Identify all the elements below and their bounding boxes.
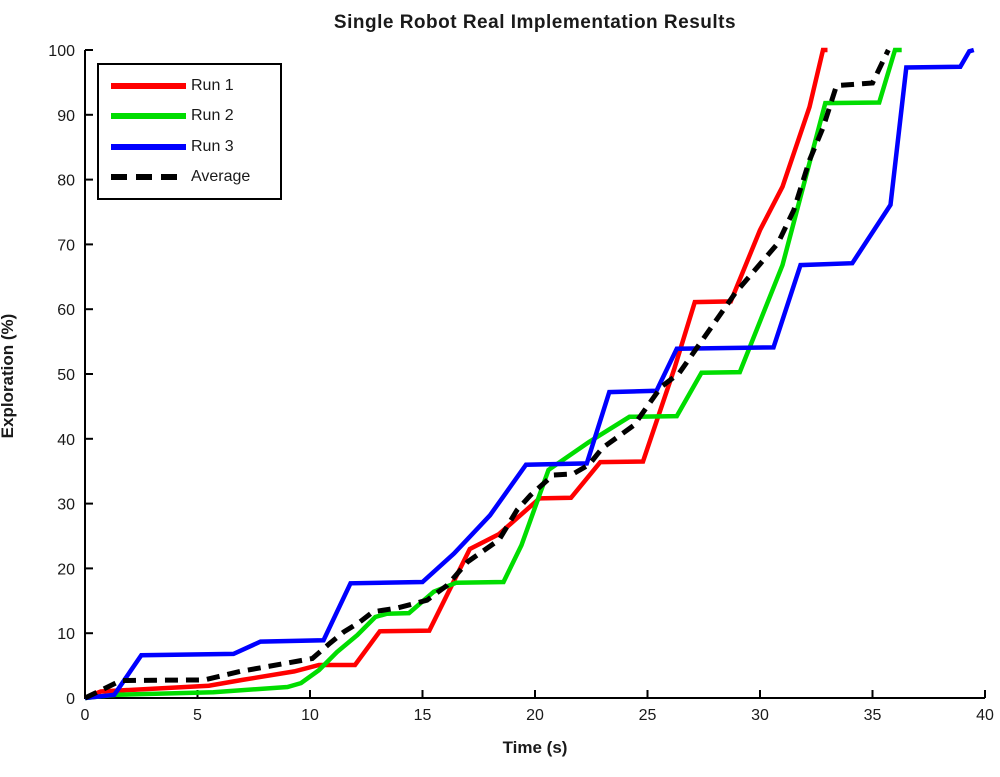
legend-item-average: Average: [111, 164, 280, 190]
legend-label: Run 2: [191, 107, 234, 125]
y-tick-label: 10: [57, 626, 75, 643]
y-tick-label: 0: [66, 691, 75, 708]
y-tick-label: 90: [57, 108, 75, 125]
legend-label: Run 1: [191, 77, 234, 95]
y-tick-label: 100: [48, 43, 75, 60]
legend-label: Run 3: [191, 137, 234, 155]
series-line-run-2: [84, 47, 902, 701]
y-tick-label: 70: [57, 237, 75, 254]
legend: Run 1 Run 2 Run 3 Average: [97, 63, 282, 200]
y-tick-label: 50: [57, 367, 75, 384]
y-tick-label: 20: [57, 561, 75, 578]
legend-sample-line: [111, 83, 186, 90]
x-tick-label: 40: [976, 707, 994, 724]
series-line-average: [83, 48, 891, 701]
legend-item-run-2: Run 2: [111, 103, 280, 129]
legend-sample-dashed-line: [111, 173, 186, 180]
x-tick-label: 15: [414, 707, 432, 724]
x-tick-label: 20: [526, 707, 544, 724]
y-tick-label: 40: [57, 432, 75, 449]
y-tick-label: 30: [57, 497, 75, 514]
series-line-run-3: [84, 47, 975, 701]
legend-label: Average: [191, 167, 251, 185]
chart-title: Single Robot Real Implementation Results: [333, 12, 737, 33]
legend-item-run-3: Run 3: [111, 134, 280, 160]
x-tick-label: 25: [639, 707, 657, 724]
legend-sample-line: [111, 143, 186, 150]
x-tick-label: 5: [193, 707, 202, 724]
y-tick-label: 80: [57, 173, 75, 190]
x-axis-label: Time (s): [502, 738, 568, 757]
legend-item-run-1: Run 1: [111, 73, 280, 99]
x-tick-label: 10: [301, 707, 319, 724]
y-tick-label: 60: [57, 302, 75, 319]
x-tick-label: 35: [864, 707, 882, 724]
x-tick-label: 30: [751, 707, 769, 724]
legend-sample-line: [111, 113, 186, 120]
x-tick-label: 0: [81, 707, 90, 724]
